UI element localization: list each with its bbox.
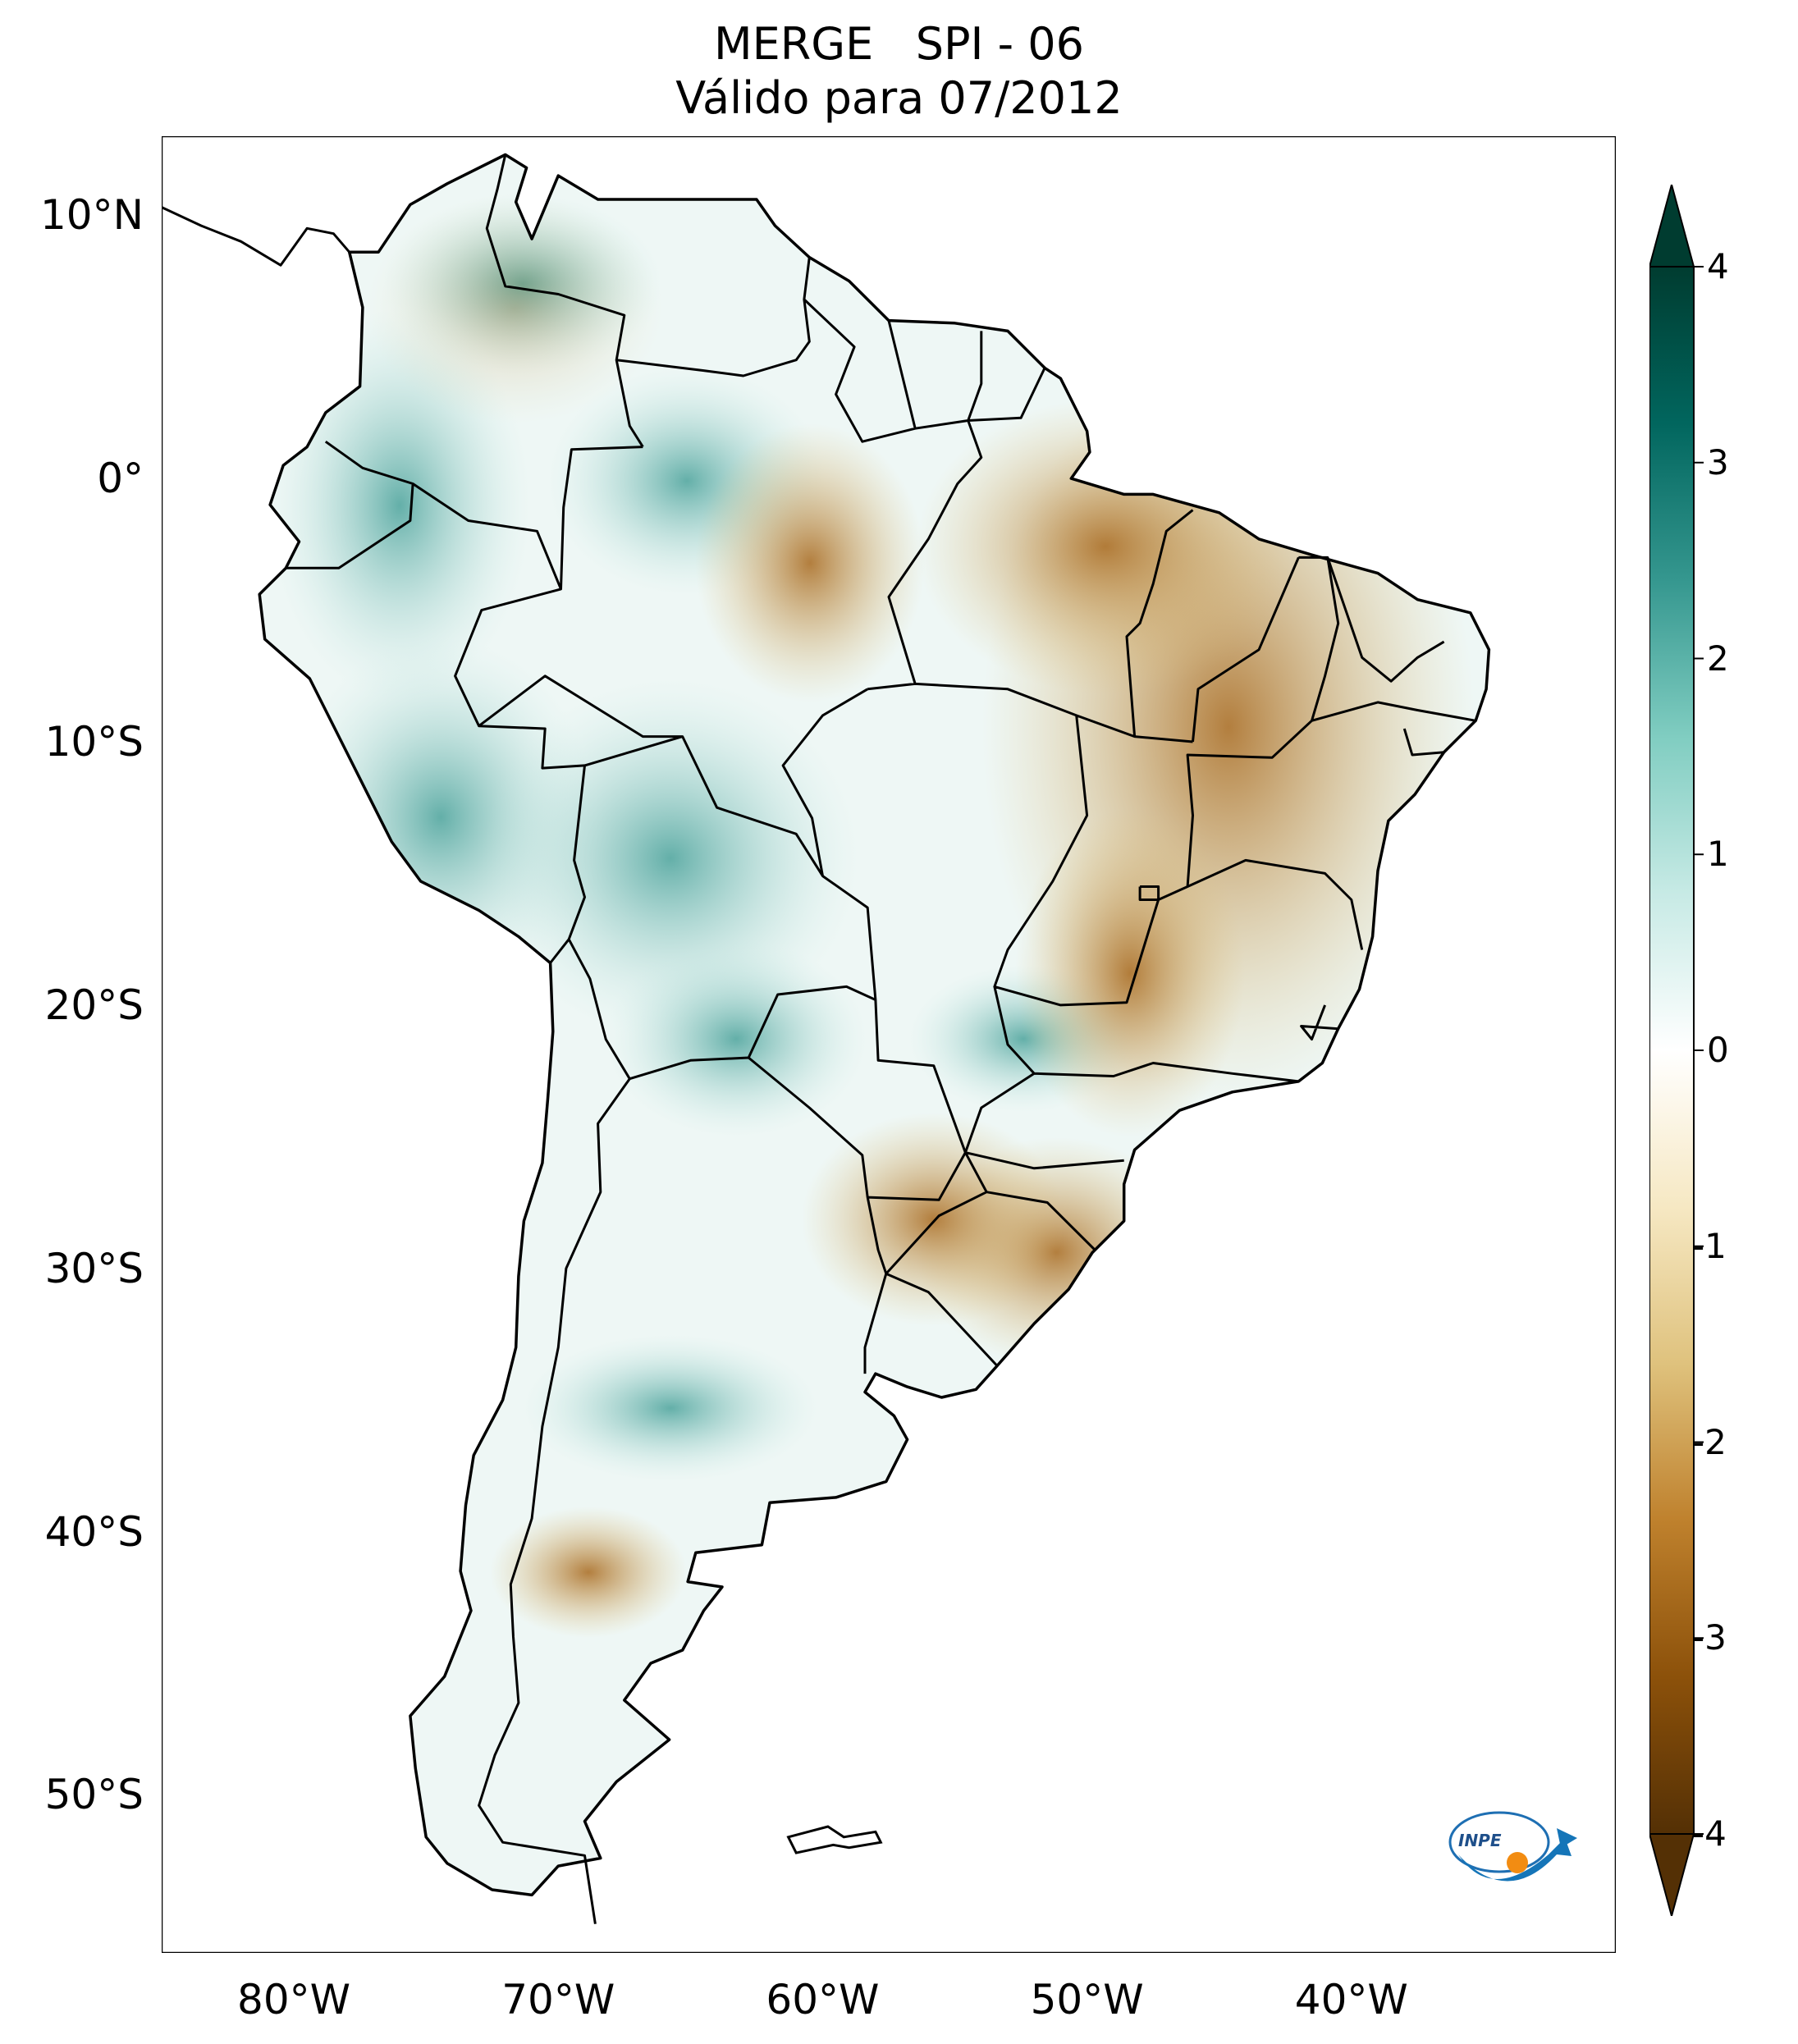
- colorbar-extend-min: [1649, 1833, 1695, 1916]
- country-borders: [162, 154, 1476, 1924]
- lat-tick-label: 0°: [97, 455, 144, 503]
- colorbar-tick-label: -1: [1692, 1225, 1727, 1266]
- lat-tick-label: 10°S: [44, 718, 144, 766]
- dry-zone-argentina-ne: [802, 1113, 1064, 1326]
- colorbar-tick-label: -3: [1692, 1617, 1727, 1658]
- colorbar-tick-label: 1: [1707, 834, 1729, 875]
- colorbar-extend-max: [1649, 185, 1695, 268]
- dry-zone-central-amazon: [695, 423, 925, 702]
- lon-tick-label: 50°W: [1030, 1976, 1144, 2023]
- colorbar-tick-label: -4: [1692, 1813, 1727, 1854]
- inpe-logo-text: INPE: [1458, 1831, 1502, 1850]
- spi-field: [259, 154, 1489, 1895]
- dry-zone-minas: [1015, 809, 1245, 1137]
- lat-tick-label: 20°S: [44, 981, 144, 1029]
- lon-tick-label: 70°W: [501, 1976, 615, 2023]
- lat-tick-label: 10°N: [39, 191, 144, 240]
- colorbar-tick-label: 4: [1707, 246, 1729, 286]
- colorbar-tick-label: -2: [1692, 1421, 1727, 1462]
- dry-zone-patagonia: [490, 1507, 687, 1638]
- lat-tick-label: 50°S: [44, 1771, 144, 1819]
- lon-tick-label: 40°W: [1294, 1976, 1408, 2023]
- wet-zone-pampas: [523, 1334, 818, 1482]
- map-area: [162, 136, 1616, 1953]
- lon-tick-label: 60°W: [766, 1976, 880, 2023]
- colorbar-tick-label: 2: [1707, 638, 1729, 679]
- colorbar-tick-label: 0: [1707, 1030, 1729, 1070]
- map-subtitle: Válido para 07/2012: [675, 72, 1123, 124]
- colorbar: [1649, 185, 1704, 1916]
- map-title: MERGE SPI - 06: [714, 18, 1084, 70]
- colorbar-tick-label: 3: [1707, 441, 1729, 482]
- wet-zone-paraguay: [605, 940, 867, 1137]
- lat-tick-label: 30°S: [44, 1244, 144, 1292]
- coastline: [258, 153, 1491, 1897]
- falkland-islands: [786, 1825, 883, 1854]
- inpe-logo: INPE: [1448, 1811, 1577, 1882]
- colorbar-gradient: [1649, 266, 1695, 1835]
- lat-tick-label: 40°S: [44, 1507, 144, 1556]
- dry-zone-colombia: [367, 194, 662, 423]
- lon-tick-label: 80°W: [237, 1976, 351, 2023]
